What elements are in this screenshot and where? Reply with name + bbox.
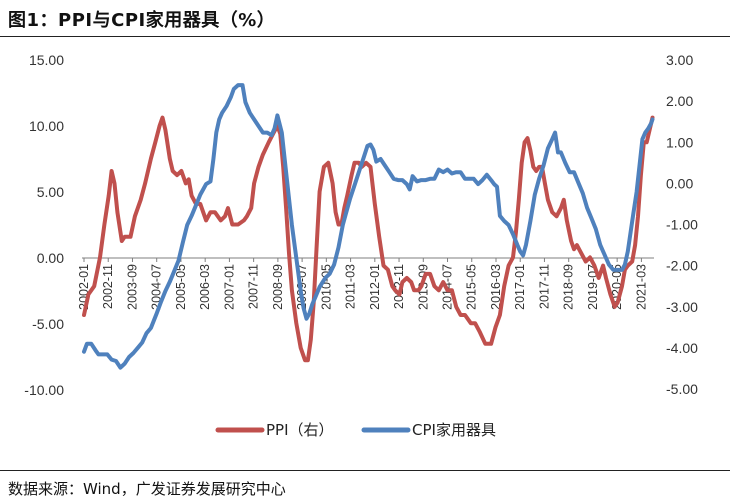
legend-cpi-label: CPI家用器具 <box>412 421 496 439</box>
x-tick-label: 2021-03 <box>634 264 648 310</box>
right-tick-label: -3.00 <box>666 299 698 315</box>
right-tick-label: 3.00 <box>666 52 693 68</box>
legend-ppi-label: PPI（右） <box>266 421 334 439</box>
legend: PPI（右） CPI家用器具 <box>215 421 496 439</box>
x-tick-label: 2018-09 <box>562 264 576 310</box>
right-y-axis: 3.00 2.00 1.00 0.00 -1.00 -2.00 -3.00 -4.00 -5.0… <box>666 52 698 397</box>
left-y-axis: 15.00 10.00 5.00 0.00 -5.00 -10.00 <box>24 52 64 398</box>
source-rule <box>0 470 730 471</box>
line-chart: 15.00 10.00 5.00 0.00 -5.00 -10.00 3.00 2.00 1.… <box>24 52 698 439</box>
x-tick-label: 2016-03 <box>489 264 503 310</box>
left-tick-label: -10.00 <box>24 382 64 398</box>
left-tick-label: 10.00 <box>29 118 64 134</box>
x-tick-label: 2007-01 <box>222 264 236 310</box>
x-tick-label: 2006-03 <box>198 264 212 310</box>
x-tick-label: 2017-01 <box>513 264 527 310</box>
x-tick-label: 2007-11 <box>247 264 261 309</box>
left-tick-label: 15.00 <box>29 52 64 68</box>
left-tick-label: 5.00 <box>37 184 64 200</box>
right-tick-label: 2.00 <box>666 93 693 109</box>
left-tick-label: -5.00 <box>32 316 64 332</box>
right-tick-label: -1.00 <box>666 217 698 233</box>
x-axis: 2002-01 2002-11 2003-09 2004-07 2005-05 2006-… <box>77 257 654 310</box>
x-tick-label: 2011-03 <box>344 264 358 309</box>
right-tick-label: 0.00 <box>666 175 693 191</box>
title-rule <box>0 36 730 37</box>
x-tick-label: 2015-05 <box>465 264 479 310</box>
right-tick-label: -5.00 <box>666 381 698 397</box>
x-tick-label: 2002-01 <box>77 264 91 310</box>
right-tick-label: -2.00 <box>666 258 698 274</box>
series-layer <box>82 83 655 370</box>
x-tick-label: 2002-11 <box>101 264 115 309</box>
x-tick-label: 2005-05 <box>174 264 188 310</box>
x-tick-label: 2008-09 <box>271 264 285 310</box>
ppi-series-line <box>82 115 655 363</box>
right-tick-label: 1.00 <box>666 134 693 150</box>
x-tick-label: 2017-11 <box>537 264 551 309</box>
x-tick-label: 2012-01 <box>368 264 382 310</box>
cpi-series-line <box>82 83 655 370</box>
data-source: 数据来源：Wind，广发证券发展研究中心 <box>8 480 286 498</box>
right-tick-label: -4.00 <box>666 340 698 356</box>
figure-title: 图1：PPI与CPI家用器具（%） <box>8 10 276 31</box>
x-tick-label: 2004-07 <box>150 264 164 310</box>
left-tick-label: 0.00 <box>37 250 64 266</box>
x-tick-label: 2003-09 <box>125 264 139 310</box>
x-tick-label: 2012-11 <box>392 264 406 309</box>
